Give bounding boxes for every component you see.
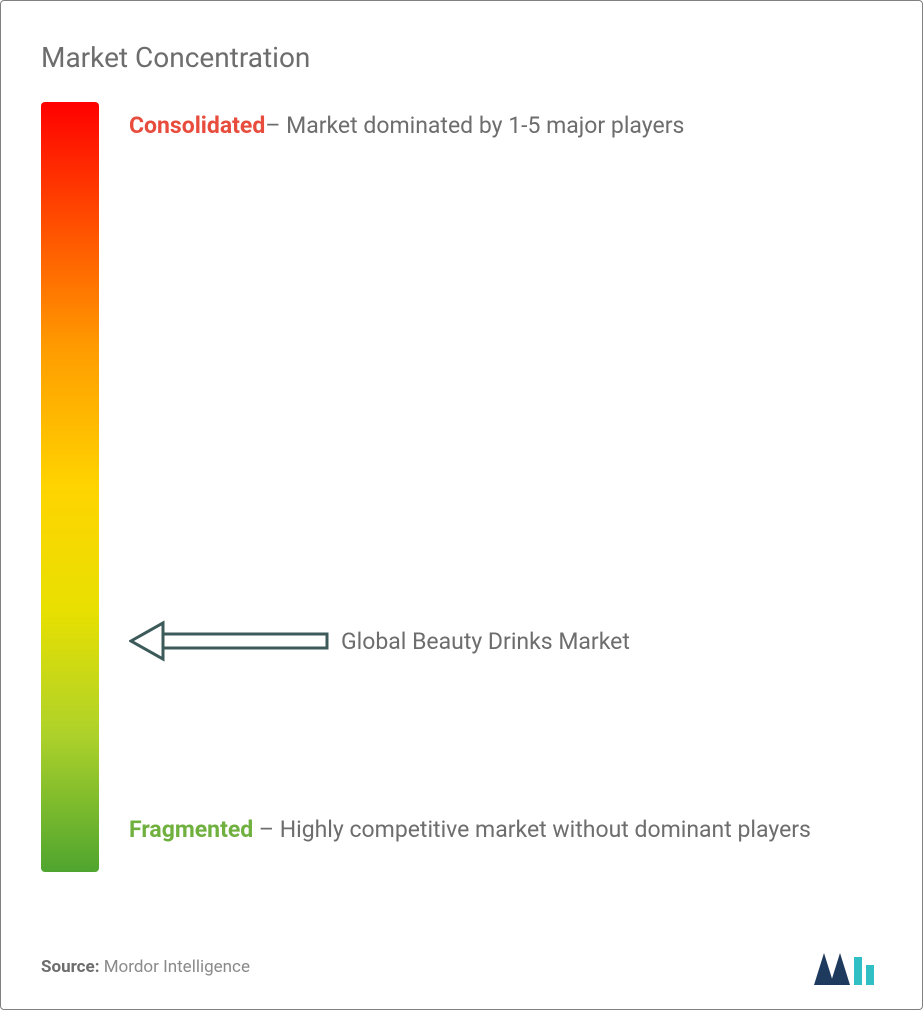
concentration-gradient-bar [41,102,99,872]
infographic-card: Market Concentration Consolidated– Marke… [0,0,923,1010]
consolidated-text: – Market dominated by 1-5 major players [265,112,684,139]
marker-label: Global Beauty Drinks Market [341,628,630,655]
consolidated-highlight: Consolidated [129,112,265,139]
source-text: Source: Mordor Intelligence [41,957,250,977]
fragmented-label: Fragmented – Highly competitive market w… [129,806,882,854]
fragmented-highlight: Fragmented [129,816,253,843]
source-label: Source: [41,957,99,977]
fragmented-text: – Highly competitive market without domi… [253,816,811,843]
page-title: Market Concentration [41,41,882,74]
consolidated-label: Consolidated– Market dominated by 1-5 ma… [129,102,882,150]
content-row: Consolidated– Market dominated by 1-5 ma… [41,102,882,872]
labels-column: Consolidated– Market dominated by 1-5 ma… [129,102,882,872]
logo-icon [812,947,882,987]
source-row: Source: Mordor Intelligence [41,947,882,987]
marker-arrow-row: Global Beauty Drinks Market [129,618,882,664]
arrow-left-icon [129,618,329,664]
source-value: Mordor Intelligence [99,957,249,977]
brand-logo [812,947,882,987]
